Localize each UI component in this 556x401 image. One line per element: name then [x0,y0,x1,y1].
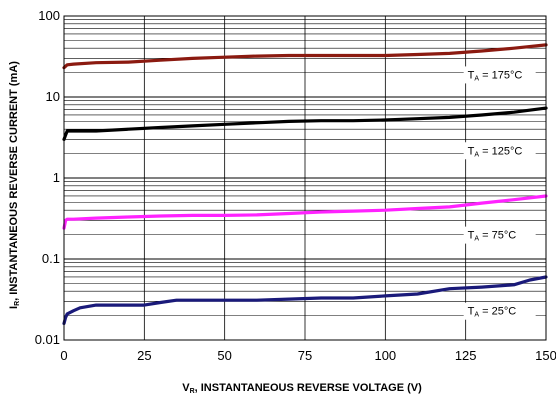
series-label-bg [463,142,536,160]
series-label-bg [463,226,536,244]
y-tick-label: 1 [53,170,60,185]
x-tick-label: 75 [298,348,312,363]
series-line-3 [62,194,548,230]
y-axis-title-sub: R [14,301,21,306]
x-tick-labels: 0 25 50 75 100 125 150 [60,348,556,363]
x-tick-label: 0 [60,348,67,363]
plot-frame [63,15,547,341]
series-labels: TA = 175°C TA = 125°C TA = 75°C TA = 25°C [463,66,536,320]
series-label-bg [463,66,536,84]
y-axis-title-main: I [8,306,20,309]
x-axis-title-sub: R [190,388,195,395]
x-axis-title-main: V [182,382,190,394]
y-axis-title-rest: , INSTANTANEOUS REVERSE CURRENT (mA) [8,61,20,301]
series-label: TA = 175°C [468,69,523,82]
x-axis-title: VR, INSTANTANEOUS REVERSE VOLTAGE (V) [182,382,422,395]
series-label-bg [463,302,536,320]
y-tick-label: 100 [38,8,60,23]
y-axis-title: IR, INSTANTANEOUS REVERSE CURRENT (mA) [8,61,21,309]
series-group [62,43,548,326]
series-line-2 [62,106,548,141]
y-tick-labels: 0.01 0.1 1 10 100 [35,8,60,347]
y-tick-label: 0.01 [35,332,60,347]
series-label: TA = 25°C [468,306,517,319]
grid [63,16,547,341]
series-label: TA = 125°C [468,145,523,158]
series-line-4 [62,275,548,326]
x-tick-label: 25 [137,348,151,363]
x-axis-title-rest: , INSTANTANEOUS REVERSE VOLTAGE (V) [195,382,422,394]
x-tick-label: 150 [535,348,556,363]
y-tick-label: 0.1 [42,251,60,266]
series-line-1 [62,43,548,70]
x-tick-label: 100 [374,348,396,363]
x-tick-label: 125 [455,348,477,363]
y-tick-label: 10 [46,89,60,104]
x-tick-label: 50 [217,348,231,363]
series-label: TA = 75°C [468,230,517,243]
